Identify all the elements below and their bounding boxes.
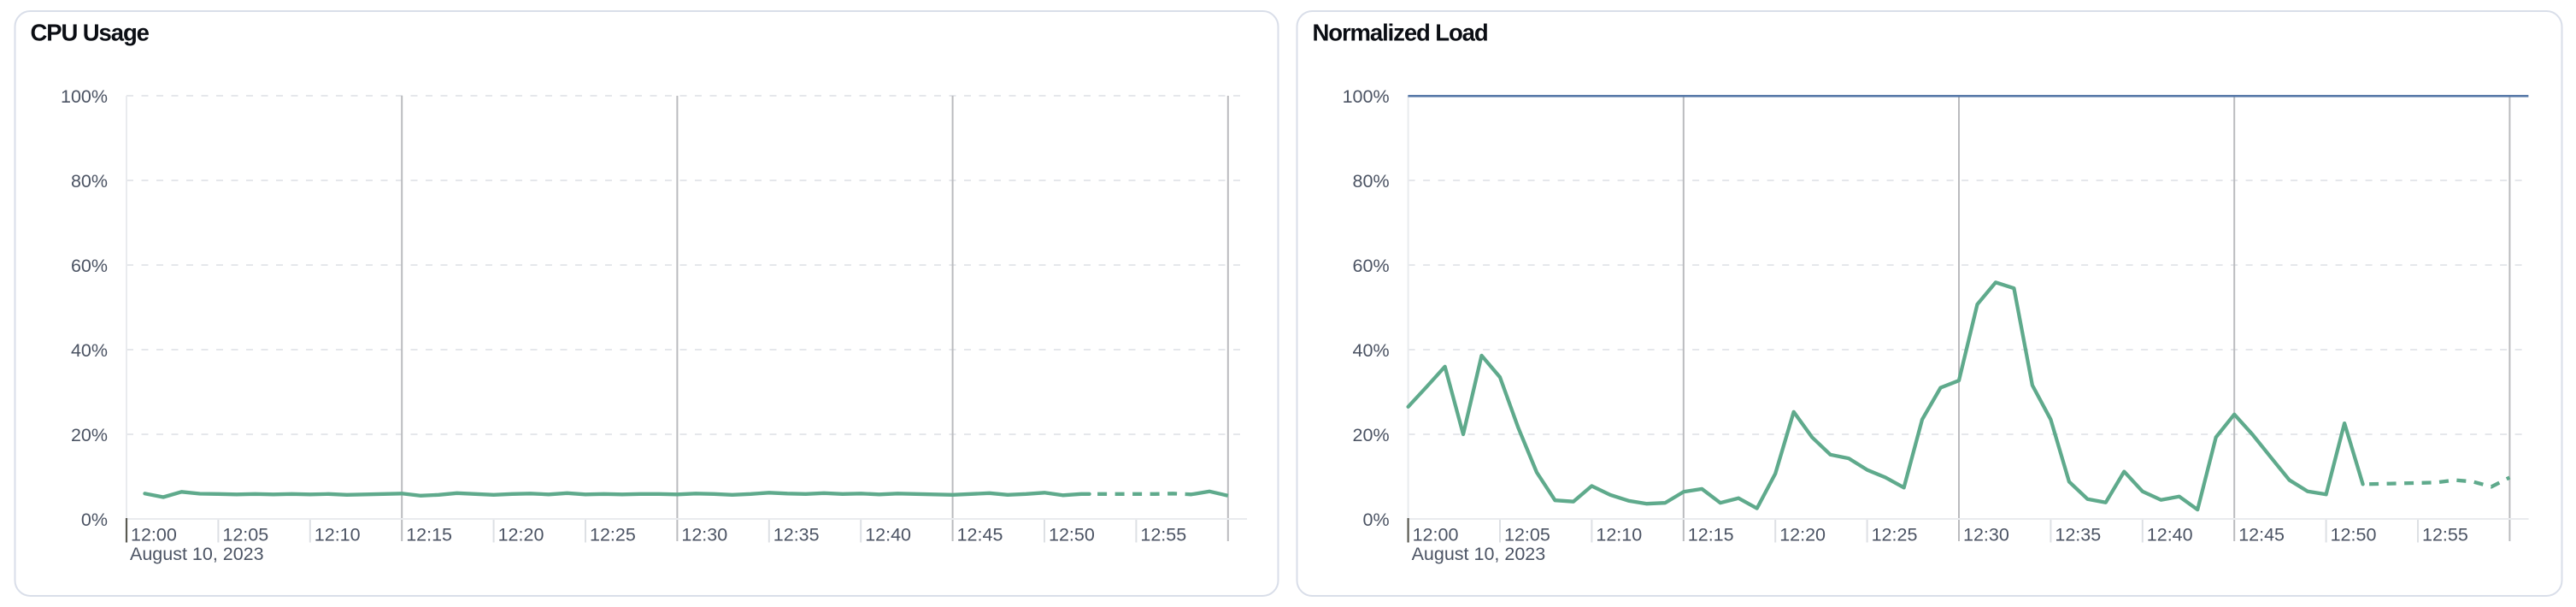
svg-text:12:05: 12:05	[1504, 525, 1550, 545]
svg-text:12:30: 12:30	[1963, 525, 2009, 545]
svg-text:12:05: 12:05	[222, 525, 268, 545]
svg-text:CPU Usage: CPU Usage	[31, 20, 150, 46]
svg-text:40%: 40%	[71, 340, 108, 361]
svg-text:12:40: 12:40	[2147, 525, 2193, 545]
svg-text:80%: 80%	[71, 171, 108, 192]
svg-text:60%: 60%	[1353, 256, 1390, 276]
svg-text:12:20: 12:20	[1779, 525, 1826, 545]
svg-text:12:55: 12:55	[1140, 525, 1186, 545]
svg-text:12:20: 12:20	[498, 525, 544, 545]
svg-text:12:25: 12:25	[590, 525, 636, 545]
svg-text:20%: 20%	[1353, 425, 1390, 445]
svg-text:100%: 100%	[1343, 86, 1390, 107]
svg-text:12:00: 12:00	[1413, 525, 1459, 545]
svg-text:100%: 100%	[61, 86, 108, 107]
svg-text:12:00: 12:00	[131, 525, 177, 545]
svg-text:Normalized Load: Normalized Load	[1313, 20, 1488, 46]
svg-text:12:10: 12:10	[315, 525, 361, 545]
svg-text:80%: 80%	[1353, 171, 1390, 192]
svg-text:0%: 0%	[81, 510, 108, 530]
svg-text:12:55: 12:55	[2422, 525, 2468, 545]
svg-text:0%: 0%	[1363, 510, 1390, 530]
svg-text:20%: 20%	[71, 425, 108, 445]
svg-text:12:45: 12:45	[2238, 525, 2285, 545]
svg-text:12:45: 12:45	[957, 525, 1003, 545]
svg-text:60%: 60%	[71, 256, 108, 276]
svg-text:12:50: 12:50	[2331, 525, 2377, 545]
svg-text:12:15: 12:15	[1688, 525, 1734, 545]
svg-text:12:10: 12:10	[1596, 525, 1642, 545]
svg-text:12:50: 12:50	[1049, 525, 1095, 545]
svg-text:12:25: 12:25	[1872, 525, 1918, 545]
svg-text:12:35: 12:35	[2055, 525, 2101, 545]
svg-text:12:30: 12:30	[681, 525, 727, 545]
svg-text:40%: 40%	[1353, 340, 1390, 361]
svg-text:12:35: 12:35	[773, 525, 820, 545]
svg-text:12:15: 12:15	[406, 525, 452, 545]
svg-text:August 10, 2023: August 10, 2023	[1412, 544, 1546, 564]
svg-text:12:40: 12:40	[865, 525, 911, 545]
svg-text:August 10, 2023: August 10, 2023	[130, 544, 264, 564]
